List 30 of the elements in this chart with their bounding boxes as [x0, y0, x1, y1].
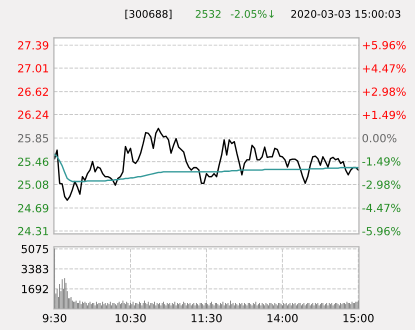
y-tick-label: 24.69: [18, 204, 48, 212]
y2-tick-label: +2.98%: [362, 87, 406, 96]
y2-tick-label: -2.98%: [362, 180, 400, 189]
text: -2.05%↓: [230, 10, 274, 18]
text: 2532: [196, 10, 221, 18]
text: 2020-03-03 15:00:03: [291, 10, 400, 18]
chart-title: [300688]: [125, 10, 172, 20]
x-tick-label: 15:00: [344, 314, 374, 322]
y2-tick-label: +4.47%: [362, 64, 406, 73]
y2-tick-label: -5.96%: [362, 226, 400, 236]
x-tick-label: 14:00: [268, 314, 298, 322]
y-tick-label: 25.08: [18, 180, 48, 189]
y2-tick-label: -4.47%: [362, 204, 400, 212]
y-tick-label: 26.24: [18, 110, 48, 119]
y-tick-label: 24.31: [18, 226, 48, 236]
x-tick-label: 9:30: [42, 314, 66, 322]
y2-tick-label: -1.49%: [362, 157, 400, 166]
x-tick-label: 11:30: [192, 314, 222, 322]
y-tick-label: 26.62: [18, 88, 48, 96]
y2-tick-label: +5.96%: [362, 40, 406, 50]
y2-tick-label: +1.49%: [362, 110, 406, 120]
y-tick-label: 27.39: [18, 41, 48, 50]
y-tick-label: 3383: [22, 264, 48, 274]
y-tick-label: 25.85: [18, 134, 48, 142]
y-tick-label: 27.01: [18, 64, 48, 72]
y-tick-label: 1692: [22, 284, 48, 294]
x-tick-label: 10:30: [116, 314, 146, 322]
y-tick-label: 5075: [22, 244, 48, 254]
y2-tick-label: 0.00%: [362, 134, 396, 142]
y-tick-label: 25.46: [18, 158, 48, 166]
